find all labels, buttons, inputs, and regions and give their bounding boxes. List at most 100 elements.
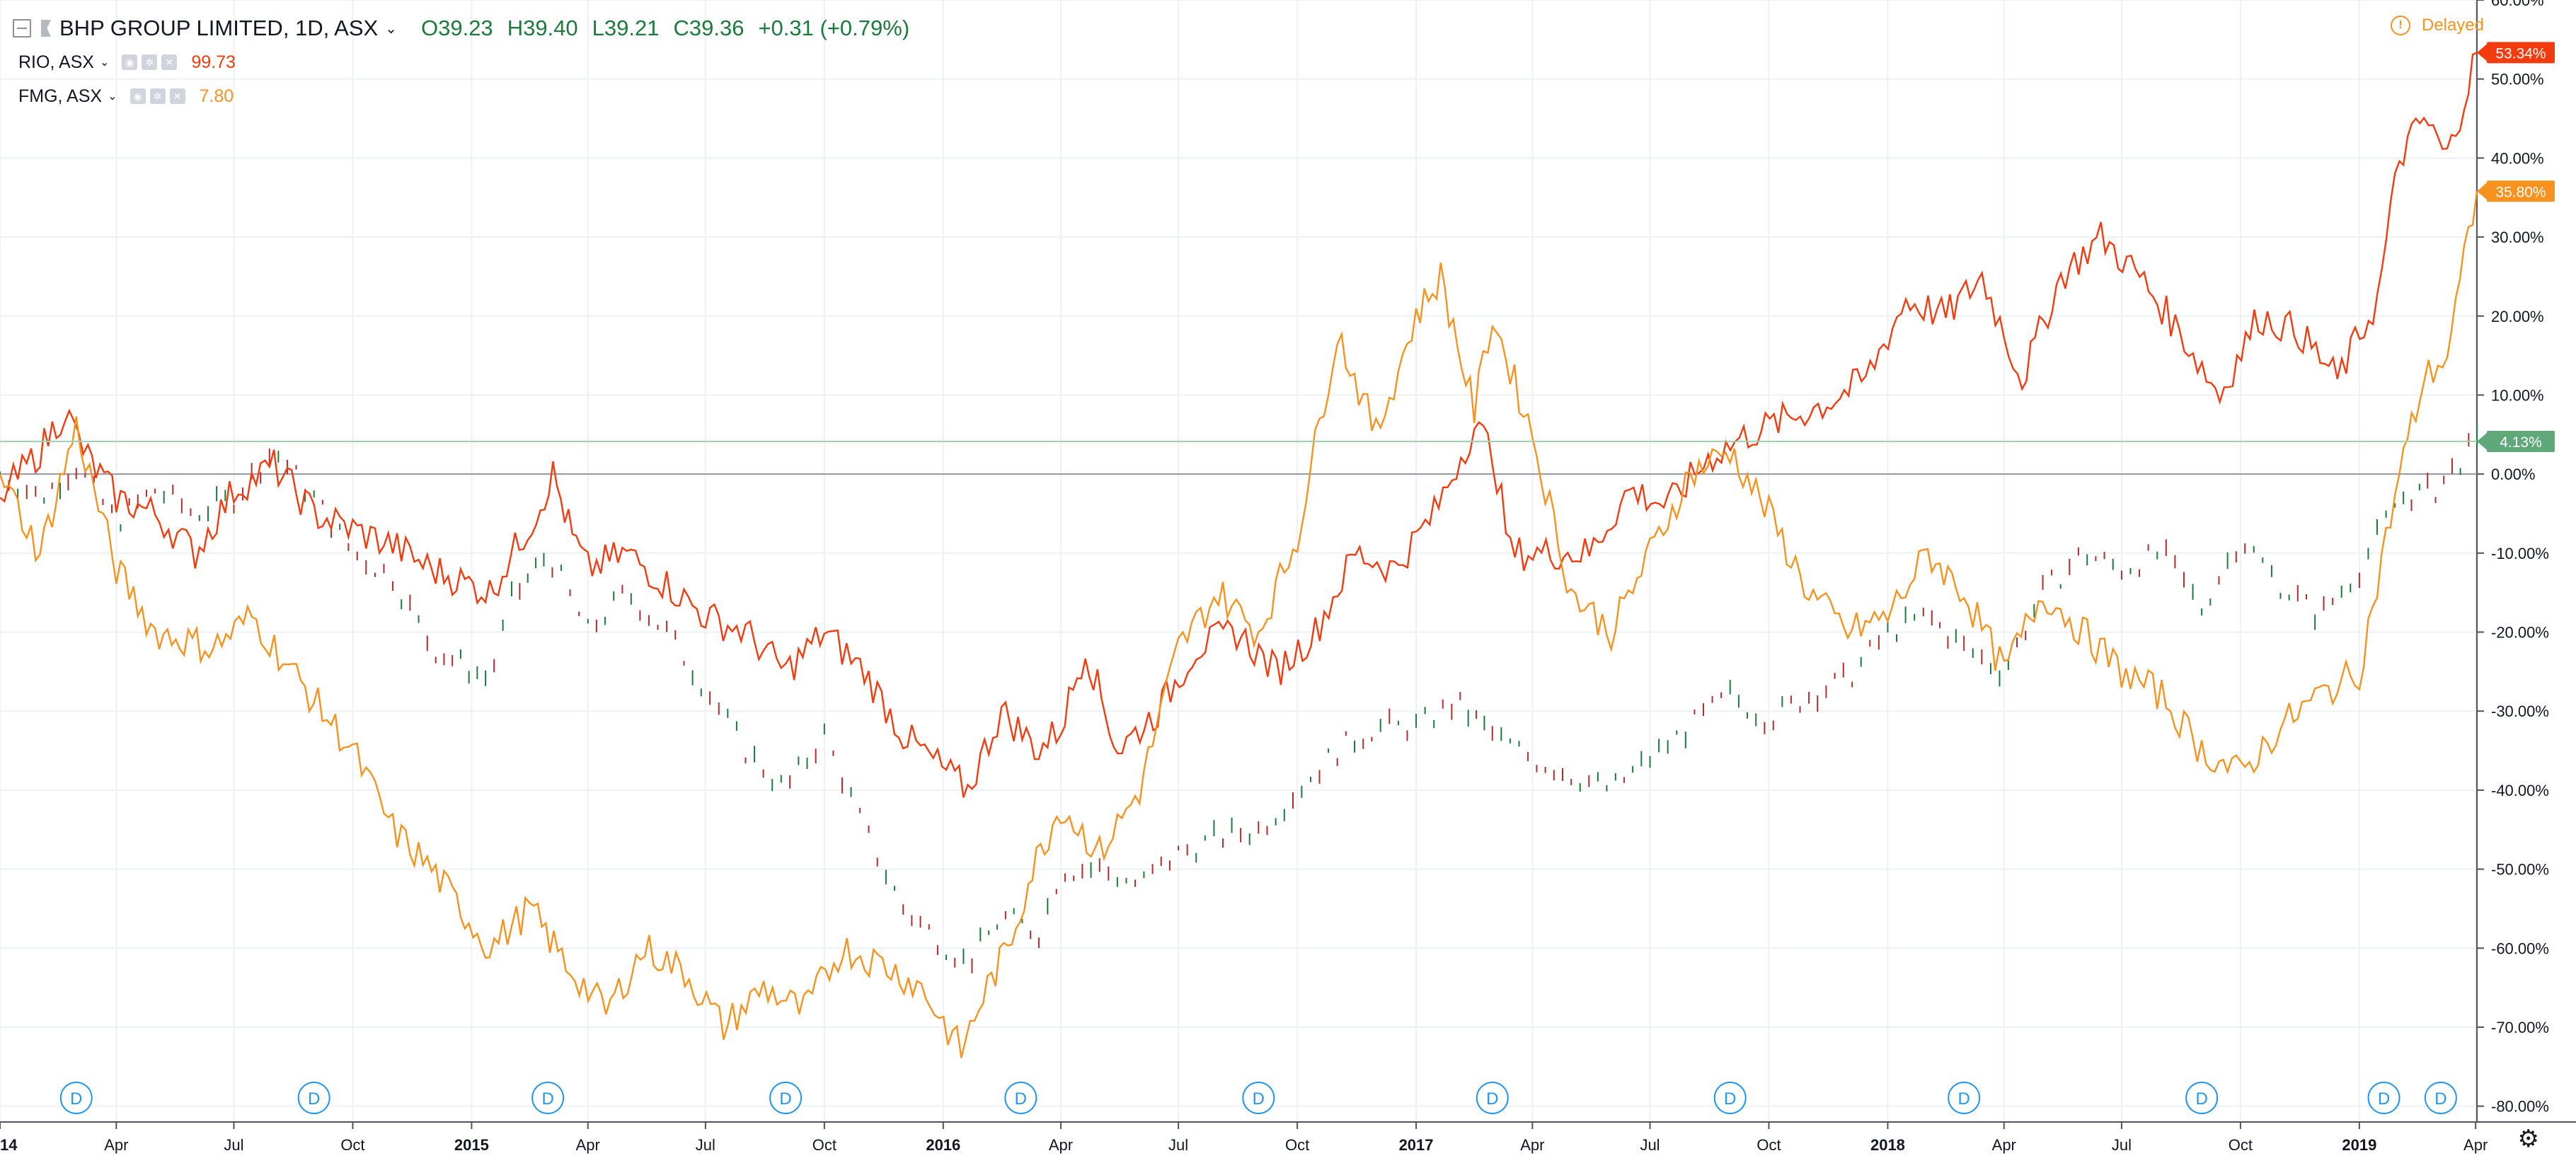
close-icon[interactable]: ✕ [169,88,185,104]
x-tick-label: Apr [1992,1136,2016,1154]
x-tick-label: Oct [1756,1136,1781,1154]
x-tick-label: Jul [1168,1136,1188,1154]
series-line-1 [0,52,2478,798]
dividend-circle [1948,1082,1981,1114]
dividend-label: D [70,1089,82,1109]
x-tick-label: Jul [696,1136,715,1154]
y-tick-label: 50.00% [2491,71,2544,88]
y-tick-label: 40.00% [2491,149,2544,167]
warning-icon: ! [2390,16,2410,35]
x-tick-label: 2015 [454,1136,489,1154]
badge-label: 4.13% [2500,434,2542,451]
dividend-circle [1713,1082,1747,1114]
eye-icon[interactable]: ◉ [130,88,146,104]
dividend-circle [2185,1082,2219,1114]
dividend-marker[interactable]: D [297,1082,330,1114]
high-value: H39.40 [507,16,578,40]
main-series-title[interactable]: BHP GROUP LIMITED, 1D, ASX [59,16,379,40]
low-value: L39.21 [592,16,660,40]
eye-icon[interactable]: ◉ [122,54,138,70]
dividend-marker[interactable]: D [2367,1082,2400,1114]
delayed-status[interactable]: ! Delayed [2390,16,2484,35]
dividend-circle [1476,1082,1509,1114]
y-tick-label: -40.00% [2491,782,2549,799]
badge-bg [2487,42,2555,64]
y-tick-label: -60.00% [2491,939,2549,957]
x-tick-label: Oct [1285,1136,1309,1154]
dividend-label: D [2195,1089,2207,1109]
x-tick-label: Oct [2229,1136,2253,1154]
close-value: C39.36 [673,16,744,40]
dividend-circle [769,1082,803,1114]
last-value-badge: 35.80% [2477,180,2555,202]
dividend-marker[interactable]: D [1242,1082,1275,1114]
x-tick-label: Apr [576,1136,600,1154]
last-value-badge: 53.34% [2477,42,2555,64]
x-tick-label: Jul [1640,1136,1660,1154]
badge-pointer [2477,183,2487,200]
gear-icon[interactable]: ✲ [149,88,166,104]
settings-gear-icon[interactable]: ⚙ [2517,1126,2539,1152]
x-tick-label: 2014 [0,1136,18,1154]
flag-icon[interactable] [41,20,51,37]
dividend-marker[interactable]: D [1004,1082,1037,1114]
compare-symbol[interactable]: FMG, ASX [18,86,103,106]
dividend-circle [2424,1082,2457,1114]
chevron-down-icon[interactable]: ⌄ [99,57,110,69]
y-tick-label: -80.00% [2491,1098,2549,1116]
series-candles-0 [0,424,2478,973]
y-tick-label: -70.00% [2491,1019,2549,1036]
dividend-marker[interactable]: D [2185,1082,2219,1114]
delayed-label: Delayed [2421,16,2484,35]
dividend-marker[interactable]: D [1713,1082,1747,1114]
x-tick-label: 2019 [2342,1136,2376,1154]
chevron-down-icon[interactable]: ⌄ [108,91,117,103]
compare-value: 7.80 [199,86,234,106]
dividend-marker[interactable]: D [1948,1082,1981,1114]
compare-value: 99.73 [191,52,236,72]
dividend-label: D [2378,1089,2390,1109]
x-tick-label: Apr [104,1136,128,1154]
dividend-label: D [1015,1089,1027,1109]
change-value: +0.31 (+0.79%) [758,16,910,40]
y-tick-label: 60.00% [2491,0,2544,9]
dividend-label: D [1957,1089,1970,1109]
grid [0,0,2477,1122]
dividend-label: D [2434,1089,2446,1109]
x-tick-label: Apr [1049,1136,1073,1154]
gear-icon[interactable]: ✲ [142,54,158,70]
x-tick-label: Apr [1520,1136,1544,1154]
y-tick-label: 0.00% [2491,465,2535,483]
dividend-circle [1242,1082,1275,1114]
x-tick-label: 2017 [1399,1136,1434,1154]
x-tick-label: Jul [2112,1136,2132,1154]
dividend-label: D [541,1089,553,1109]
dividend-marker[interactable]: D [2424,1082,2457,1114]
dividend-circle [2367,1082,2400,1114]
x-tick-label: Oct [812,1136,836,1154]
compare-symbol[interactable]: RIO, ASX [18,52,94,72]
compare-legend-fmg: FMG, ASX ⌄ ◉ ✲ ✕ 7.80 [18,82,234,110]
badge-pointer [2477,44,2487,62]
x-tick-label: 2018 [1870,1136,1905,1154]
y-tick-label: 30.00% [2491,228,2544,246]
y-tick-label: -10.00% [2491,545,2549,562]
dividend-marker[interactable]: D [769,1082,803,1114]
badge-label: 53.34% [2495,45,2546,62]
y-tick-label: -30.00% [2491,702,2549,720]
dividend-circle [297,1082,330,1114]
series-line-2 [0,191,2478,1058]
dividend-marker[interactable]: D [531,1082,565,1114]
dividend-marker[interactable]: D [59,1082,93,1114]
close-icon[interactable]: ✕ [161,54,178,70]
chevron-down-icon[interactable]: ⌄ [385,21,397,37]
y-tick-label: 20.00% [2491,308,2544,325]
dividend-circle [59,1082,93,1114]
collapse-icon[interactable] [13,19,31,37]
badge-pointer [2477,433,2487,451]
dividend-marker[interactable]: D [1476,1082,1509,1114]
